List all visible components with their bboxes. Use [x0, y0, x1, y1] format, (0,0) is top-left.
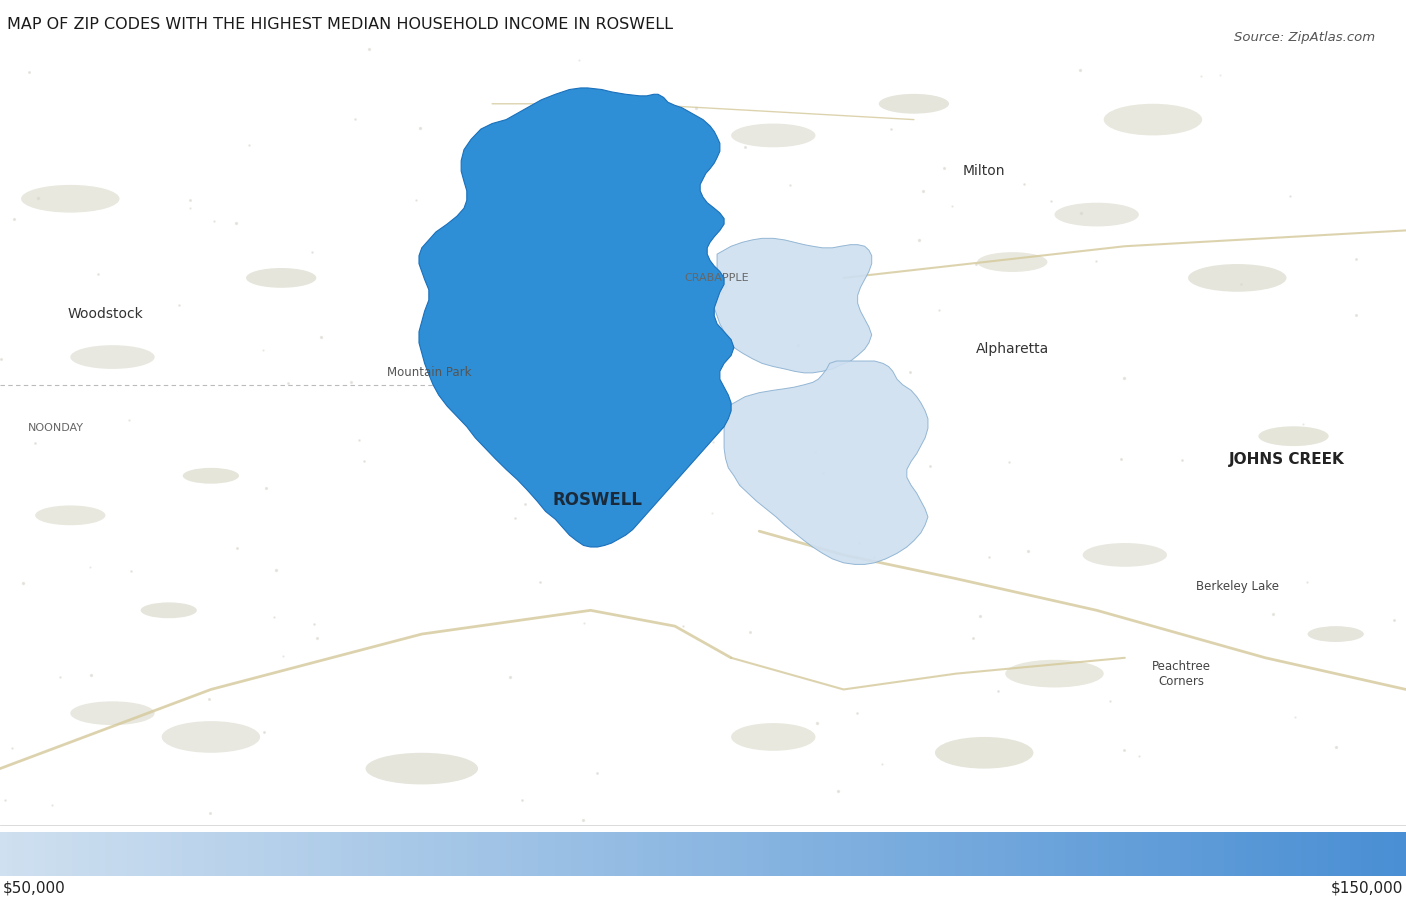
Ellipse shape: [731, 123, 815, 147]
Ellipse shape: [183, 467, 239, 484]
Polygon shape: [714, 238, 872, 373]
Ellipse shape: [935, 737, 1033, 769]
Polygon shape: [724, 361, 928, 565]
Text: NOONDAY: NOONDAY: [28, 423, 84, 433]
Ellipse shape: [366, 752, 478, 785]
Text: Alpharetta: Alpharetta: [976, 343, 1049, 356]
Ellipse shape: [246, 268, 316, 288]
Ellipse shape: [731, 723, 815, 751]
Ellipse shape: [70, 345, 155, 369]
Text: Berkeley Lake: Berkeley Lake: [1195, 580, 1279, 593]
Ellipse shape: [162, 721, 260, 752]
Ellipse shape: [1188, 264, 1286, 292]
Text: Peachtree
Corners: Peachtree Corners: [1152, 660, 1211, 688]
Ellipse shape: [1104, 103, 1202, 136]
Text: JOHNS CREEK: JOHNS CREEK: [1229, 452, 1344, 467]
Ellipse shape: [1308, 626, 1364, 642]
Ellipse shape: [35, 505, 105, 525]
Text: $150,000: $150,000: [1331, 881, 1403, 895]
Text: MAP OF ZIP CODES WITH THE HIGHEST MEDIAN HOUSEHOLD INCOME IN ROSWELL: MAP OF ZIP CODES WITH THE HIGHEST MEDIAN…: [7, 17, 673, 32]
Ellipse shape: [1005, 660, 1104, 688]
Ellipse shape: [1083, 543, 1167, 566]
Ellipse shape: [879, 93, 949, 113]
Polygon shape: [419, 88, 734, 547]
Ellipse shape: [977, 253, 1047, 272]
Text: Milton: Milton: [963, 164, 1005, 178]
Text: ROSWELL: ROSWELL: [553, 491, 643, 509]
Text: Mountain Park: Mountain Park: [387, 367, 471, 379]
Text: CRABAPPLE: CRABAPPLE: [685, 273, 749, 283]
Ellipse shape: [1258, 426, 1329, 446]
Text: Source: ZipAtlas.com: Source: ZipAtlas.com: [1234, 31, 1375, 44]
Ellipse shape: [1054, 202, 1139, 227]
Text: $50,000: $50,000: [3, 881, 66, 895]
Ellipse shape: [70, 701, 155, 725]
Ellipse shape: [141, 602, 197, 619]
Ellipse shape: [21, 185, 120, 212]
Text: Woodstock: Woodstock: [67, 307, 143, 321]
